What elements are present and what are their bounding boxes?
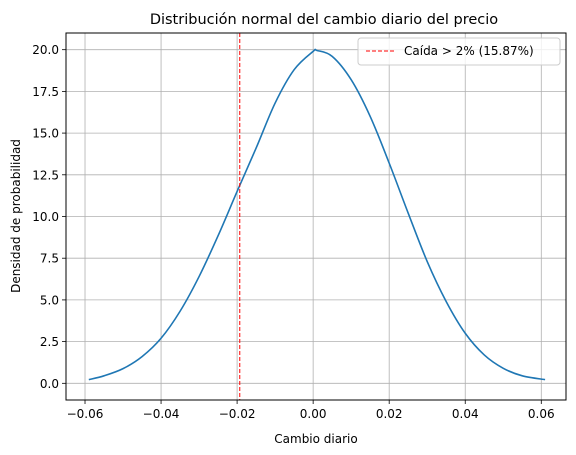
chart-title: Distribución normal del cambio diario de… bbox=[150, 12, 498, 28]
y-tick-label: 12.5 bbox=[32, 168, 59, 182]
y-tick-label: 10.0 bbox=[32, 210, 59, 224]
legend: Caída > 2% (15.87%) bbox=[357, 37, 561, 66]
x-axis-label: Cambio diario bbox=[274, 432, 357, 446]
y-tick-label: 17.5 bbox=[32, 85, 59, 99]
legend-label: Caída > 2% (15.87%) bbox=[404, 44, 534, 58]
y-axis: 0.0 2.5 5.0 7.5 10.0 12.5 15.0 17.5 20.0 bbox=[32, 43, 66, 391]
x-tick-label: 0.04 bbox=[452, 407, 479, 421]
y-tick-label: 15.0 bbox=[32, 127, 59, 141]
y-tick-label: 5.0 bbox=[40, 293, 59, 307]
x-tick-label: 0.00 bbox=[300, 407, 327, 421]
y-tick-label: 7.5 bbox=[40, 252, 59, 266]
legend-box bbox=[357, 37, 561, 66]
series-layer bbox=[88, 48, 546, 381]
x-tick-label: 0.02 bbox=[376, 407, 403, 421]
x-tick-label: −0.06 bbox=[67, 407, 104, 421]
x-tick-label: −0.02 bbox=[219, 407, 256, 421]
x-axis: −0.06 −0.04 −0.02 0.00 0.02 0.04 0.06 bbox=[67, 400, 555, 421]
x-tick-label: −0.04 bbox=[143, 407, 180, 421]
x-tick-label: 0.06 bbox=[528, 407, 555, 421]
y-tick-label: 0.0 bbox=[40, 377, 59, 391]
y-tick-label: 20.0 bbox=[32, 43, 59, 57]
y-tick-label: 2.5 bbox=[40, 335, 59, 349]
series-line bbox=[88, 48, 546, 381]
y-axis-label: Densidad de probabilidad bbox=[9, 139, 23, 293]
